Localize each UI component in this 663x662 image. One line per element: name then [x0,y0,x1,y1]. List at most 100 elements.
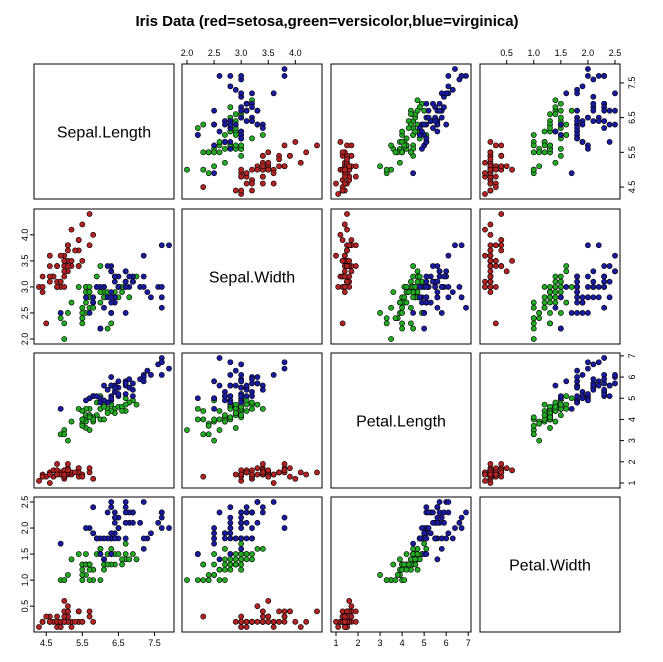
data-point [414,551,421,557]
data-point [64,461,71,467]
data-point [270,499,277,505]
data-point [184,166,190,173]
data-point [227,556,234,563]
data-point [227,139,234,145]
data-point [541,299,548,306]
data-point [568,310,575,316]
x-tick-label: 2.0 [582,48,595,58]
chart-title: Iris Data (red=setosa,green=versicolor,b… [135,13,518,30]
data-point [399,304,406,311]
x-tick-label: 4 [400,638,405,648]
data-point [216,509,223,516]
y-tick-label: 2.0 [20,522,30,535]
data-point [211,530,217,537]
data-point [243,519,250,526]
data-point [270,372,277,378]
data-point [492,320,499,327]
data-point [249,90,255,97]
data-point [487,149,494,156]
data-point [399,310,406,316]
data-point [254,618,261,625]
data-point [227,414,234,421]
data-point [119,556,125,563]
data-point [249,618,255,625]
data-point [463,304,469,311]
data-point [414,566,421,573]
data-point [612,107,618,114]
data-point [557,401,564,408]
data-point [574,118,580,124]
panels: Sepal.Length Sepal.Width Petal.Length Petal… [20,48,637,648]
data-point [270,90,277,97]
data-point [399,128,406,135]
panel-frame [479,352,621,489]
data-point [292,139,299,145]
panel-frame [33,208,175,345]
data-point [606,382,613,389]
data-point [423,545,430,552]
data-point [101,403,107,410]
data-point [86,577,93,584]
data-point [595,284,602,290]
data-point [86,561,93,568]
data-point [83,299,89,306]
data-point [458,73,465,79]
data-point [155,519,162,526]
data-point [430,125,436,131]
data-point [227,525,234,531]
data-point [205,170,212,177]
data-point [423,551,430,557]
x-tick-label: 3.0 [235,48,248,58]
data-point [211,121,217,128]
data-point [227,393,234,400]
data-point [243,408,250,414]
data-point [423,504,430,511]
data-point [205,149,212,156]
data-point [259,405,266,412]
data-point [238,471,245,478]
data-point [303,618,310,625]
data-point [211,551,217,557]
data-point [254,519,261,526]
data-point [265,473,272,480]
data-point [487,180,494,187]
data-point [111,514,118,521]
data-point [547,294,553,301]
data-point [254,499,261,505]
data-point [227,504,234,511]
data-point [563,393,570,400]
data-point [43,320,50,327]
data-point [419,145,425,152]
data-point [104,386,111,393]
data-point [122,509,129,516]
data-point [211,395,217,402]
data-point [122,551,129,557]
data-point [238,613,245,620]
data-point [348,603,355,610]
data-point [144,367,151,374]
data-point [436,499,443,505]
data-point [122,391,129,397]
data-point [86,608,93,615]
data-point [238,378,245,385]
data-point [249,471,255,478]
data-point [79,566,86,573]
data-point [46,480,53,486]
data-point [536,437,543,444]
data-point [423,284,430,290]
data-point [445,530,452,537]
data-point [122,401,129,408]
data-point [498,263,505,269]
data-point [166,365,172,372]
data-point [427,273,434,280]
data-point [104,410,111,416]
data-point [211,405,217,412]
data-point [216,427,223,433]
data-point [57,624,64,630]
data-point [585,242,591,249]
y-tick-label: 5 [627,396,637,401]
data-point [392,315,399,322]
data-point [498,247,505,254]
data-point [86,211,93,217]
data-point [449,535,456,542]
